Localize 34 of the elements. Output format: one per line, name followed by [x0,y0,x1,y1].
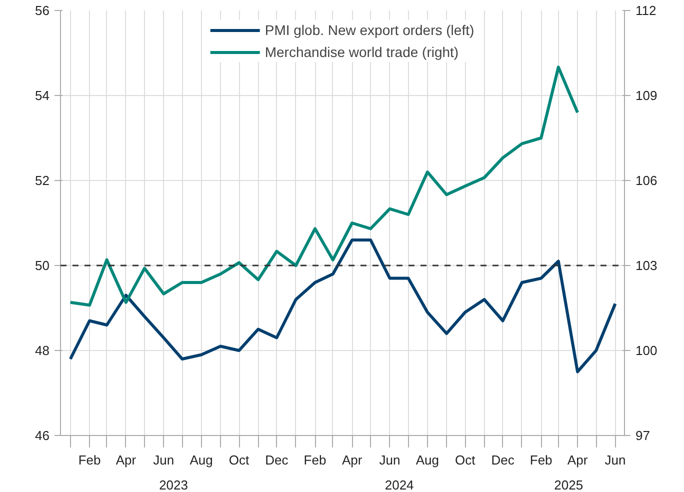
y2-tick-label: 100 [636,343,658,358]
x-tick-label: Jun [379,452,400,468]
line-series [68,238,617,374]
y-tick-label: 52 [35,173,50,188]
y2-tick-label: 97 [636,428,650,443]
legend-label: Merchandise world trade (right) [264,44,459,60]
y-tick-label: 56 [35,3,50,18]
x-tick-label: Jun [604,452,626,468]
y2-tick-label: 112 [636,3,656,18]
y-tick-label: 46 [35,428,50,443]
y-tick-label: 54 [35,88,50,103]
x-tick-label: Dec [491,452,515,468]
text: 2024 [384,478,414,492]
x-tick-label: Apr [116,452,137,468]
x-tick-label: Aug [190,452,213,468]
x-tick-label: Feb [530,452,552,468]
y-tick-label: 50 [35,258,50,273]
x-tick-label: Apr [567,452,588,468]
line-series [68,66,580,307]
x-tick-label: Apr [342,452,363,468]
x-tick-label: Feb [304,452,326,468]
x-tick-label: Dec [265,452,289,468]
text: 2025 [554,478,584,492]
y2-tick-label: 106 [636,173,658,188]
text: 2023 [159,478,188,492]
x-tick-label: Oct [455,452,476,468]
y2-tick-label: 109 [636,88,658,103]
x-tick-label: Jun [153,452,174,468]
y2-tick-label: 103 [636,258,658,273]
x-tick-label: Aug [416,452,440,468]
x-tick-label: Feb [78,452,101,468]
legend-label: PMI glob. New export orders (left) [264,22,474,38]
x-tick-label: Oct [228,452,250,468]
y-tick-label: 48 [35,343,50,358]
